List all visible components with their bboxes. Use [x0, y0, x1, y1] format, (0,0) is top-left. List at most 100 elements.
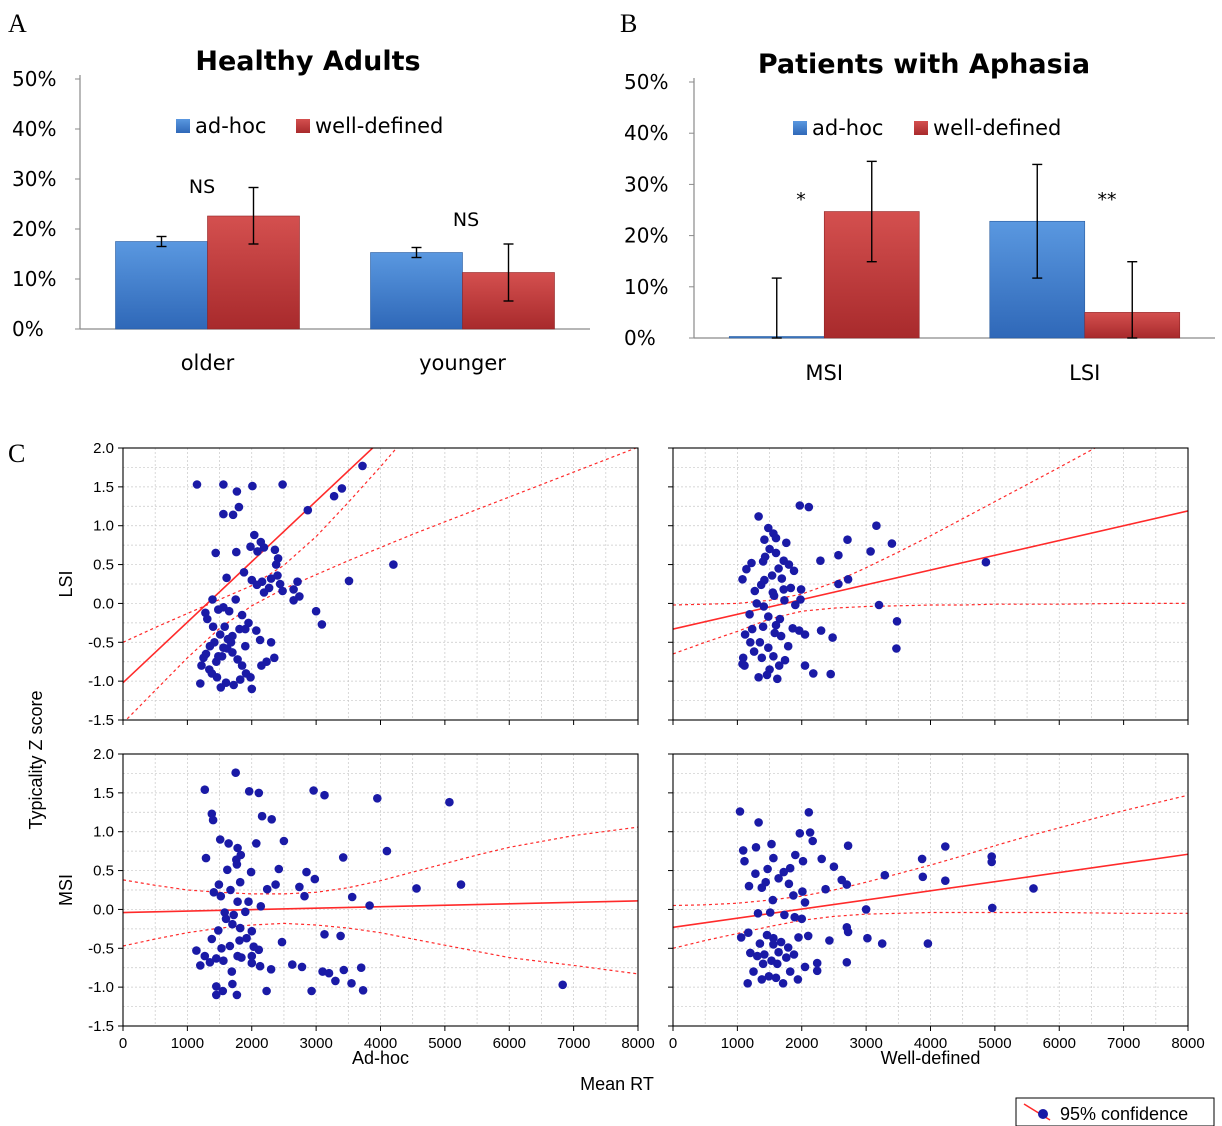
data-point	[253, 547, 262, 556]
data-point	[809, 669, 818, 678]
data-point	[791, 600, 800, 610]
data-point	[228, 510, 238, 520]
ci-upper-curve	[673, 794, 1188, 907]
data-point	[232, 487, 242, 496]
data-point	[800, 962, 810, 972]
data-point	[227, 967, 237, 976]
data-point	[754, 512, 763, 521]
data-point	[247, 958, 257, 968]
data-point	[307, 986, 316, 996]
data-point	[338, 853, 348, 862]
x-tick-label: 1000	[721, 1035, 754, 1052]
data-point	[762, 670, 772, 680]
data-point	[742, 564, 751, 574]
data-point	[790, 912, 799, 922]
confidence-legend-box	[1015, 1097, 1215, 1126]
data-point	[785, 967, 795, 976]
data-point	[229, 910, 238, 920]
data-point	[765, 908, 775, 917]
legend-label-welldefined: well-defined	[315, 114, 443, 138]
data-point	[767, 839, 776, 849]
data-point	[751, 869, 760, 878]
data-point	[771, 533, 781, 543]
y-tick-label: 50%	[624, 70, 668, 94]
data-point	[756, 580, 766, 590]
x-tick-label: 1000	[171, 1035, 204, 1052]
data-point	[216, 683, 226, 692]
plot-frame	[122, 753, 639, 1027]
data-point	[271, 880, 280, 889]
panel-letter-b: B	[620, 9, 637, 38]
data-point	[765, 544, 774, 554]
data-point	[768, 588, 778, 597]
x-axis-label: Ad-hoc	[352, 1048, 409, 1068]
data-point	[219, 480, 228, 489]
data-point	[262, 986, 271, 996]
data-point	[755, 638, 765, 647]
data-point	[816, 626, 826, 635]
y-tick-label: 0%	[624, 326, 656, 350]
x-axis-label: Well-defined	[881, 1048, 981, 1068]
data-point	[768, 895, 778, 905]
shared-x-axis-label: Mean RT	[580, 1074, 654, 1094]
data-point	[347, 979, 356, 988]
ci-upper-curve	[123, 448, 398, 643]
data-point	[347, 892, 357, 902]
data-point	[764, 523, 773, 533]
data-point	[212, 954, 221, 963]
regression-line	[673, 510, 1188, 630]
scatter-welldefined-msi: 0 1000 2000 3000 4000 5000 6000 7000 8000 Well-de…	[668, 753, 1205, 1068]
data-point	[231, 595, 240, 604]
data-point	[257, 661, 266, 670]
data-point	[255, 635, 265, 645]
data-point	[236, 850, 246, 860]
y-tick-label: 1.5	[93, 785, 114, 802]
data-point	[789, 891, 798, 900]
y-tick-label: -0.5	[88, 940, 114, 957]
data-point	[923, 939, 933, 948]
data-point	[232, 990, 242, 1000]
data-point	[740, 856, 749, 866]
data-point	[214, 926, 223, 935]
data-point	[277, 937, 287, 947]
data-point	[275, 579, 285, 589]
y-tick-label: 0.5	[93, 863, 114, 880]
data-point	[297, 962, 307, 972]
data-point	[825, 936, 834, 945]
category-label: older	[181, 351, 235, 375]
data-point	[773, 674, 782, 684]
y-tick-label: 10%	[624, 275, 668, 299]
data-point	[247, 684, 257, 694]
data-point	[758, 557, 768, 566]
data-point	[769, 853, 778, 863]
data-point	[769, 652, 778, 661]
x-tick-label: 7000	[557, 1035, 590, 1052]
data-point	[324, 968, 334, 978]
legend-swatch-welldefined	[914, 121, 928, 135]
panel-letter-a: A	[8, 9, 27, 38]
data-point	[769, 933, 778, 943]
y-tick-label: -0.5	[88, 634, 114, 651]
data-point	[758, 959, 768, 969]
data-point	[219, 956, 228, 965]
data-point	[259, 588, 269, 597]
plot-frame	[122, 447, 639, 721]
data-point	[235, 936, 244, 945]
data-point	[872, 521, 881, 530]
plot-frame	[672, 447, 1189, 721]
data-point	[764, 972, 774, 981]
data-point	[228, 979, 237, 989]
data-point	[267, 815, 277, 824]
significance-label: **	[1098, 189, 1117, 211]
data-point	[208, 622, 218, 631]
data-point	[828, 633, 837, 642]
data-point	[918, 872, 928, 882]
data-point	[215, 630, 225, 639]
data-point	[558, 980, 567, 990]
data-point	[738, 653, 748, 663]
data-point	[981, 557, 991, 567]
data-point	[892, 617, 902, 626]
data-point	[752, 599, 761, 608]
bar-chart-patients-aphasia: Patients with Aphasia 0% 10% 20% 30% 40% 50% MS…	[624, 49, 1215, 385]
data-point	[209, 888, 219, 897]
